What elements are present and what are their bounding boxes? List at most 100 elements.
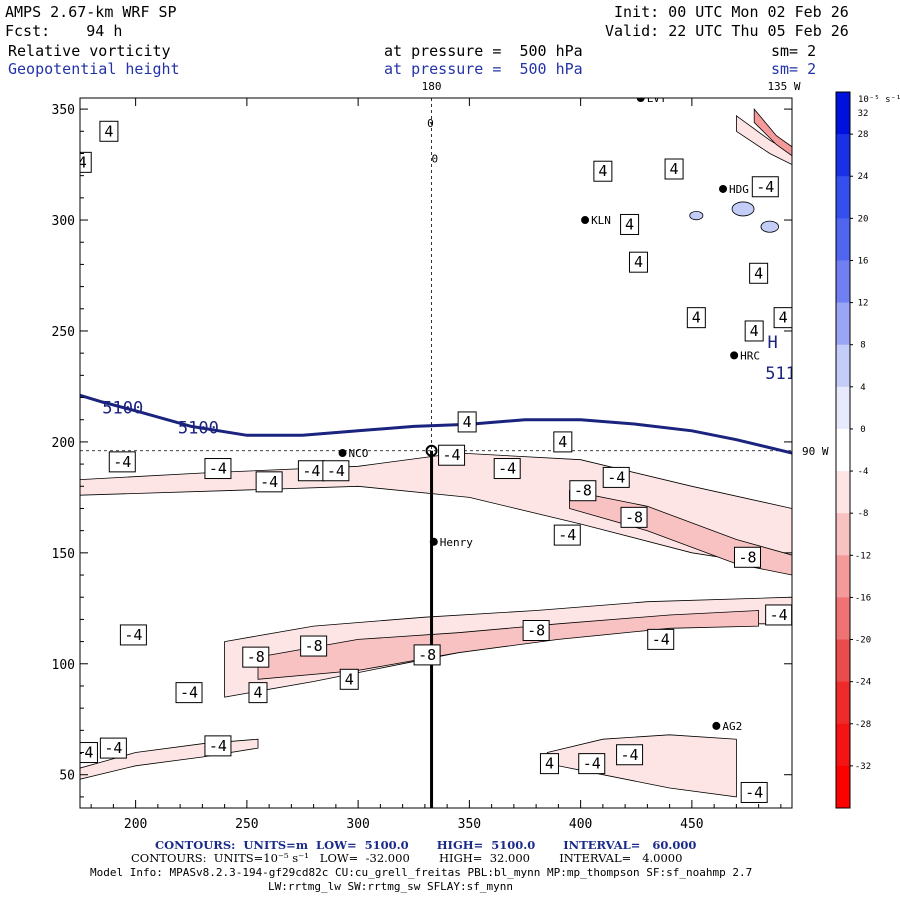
vorticity-contour-label: -4 xyxy=(297,460,325,482)
contour-label-box xyxy=(773,307,792,329)
colorbar-swatch xyxy=(836,386,850,430)
contour-label-box xyxy=(522,620,550,641)
contour-label-box xyxy=(339,668,359,690)
contour-label-box xyxy=(734,546,761,568)
contour-label-text: 4 xyxy=(345,670,354,688)
contour-label-box xyxy=(751,176,779,198)
contour-label-text: -4 xyxy=(180,684,198,702)
station-label: HRC xyxy=(740,349,760,362)
contour-label-text: 4 xyxy=(463,413,472,431)
vorticity-contour-label: -8 xyxy=(620,506,648,528)
colorbar-tick-label: 16 xyxy=(858,256,869,266)
contour-label-text: -4 xyxy=(558,526,576,544)
colorbar-tick-label: -12 xyxy=(855,551,871,561)
station-marker: Henry xyxy=(429,536,473,549)
colorbar-tick-label: -24 xyxy=(855,678,871,688)
contour-label-box xyxy=(438,444,466,466)
vorticity-contour-label: -4 xyxy=(740,781,768,803)
negative-vorticity-band xyxy=(546,734,737,798)
y-tick-label: 350 xyxy=(52,103,75,118)
colorbar-swatch xyxy=(836,218,850,261)
contour-label-box xyxy=(749,262,769,284)
colorbar-swatch xyxy=(836,639,850,683)
contour-label-text: -8 xyxy=(738,548,756,566)
vorticity-contour-label: -4 xyxy=(616,744,644,766)
geopotential-5100-contour xyxy=(80,393,792,455)
colorbar-swatch xyxy=(836,134,850,177)
zero-contour-mark: 0 xyxy=(432,152,439,165)
vorticity-contour-label: 4 xyxy=(664,158,684,180)
vorticity-contour-label: -4 xyxy=(553,524,581,546)
model-title: AMPS 2.67-km WRF SP xyxy=(5,3,177,21)
colorbar-tick-label: 32 xyxy=(858,109,869,119)
station-dot xyxy=(338,449,347,457)
vorticity-contour-label: -4 xyxy=(438,444,466,466)
vorticity-contour-label: -4 xyxy=(578,753,606,775)
top-annotation-135w: 135 W xyxy=(767,80,800,93)
contour-label-box xyxy=(628,251,648,273)
contour-label-text: 4 xyxy=(545,755,554,773)
positive-vorticity-blob xyxy=(731,201,755,217)
contour-label-box xyxy=(80,151,92,173)
colorbar-swatch xyxy=(836,597,850,641)
colorbar-swatch xyxy=(836,765,850,809)
field1-level: at pressure = 500 hPa xyxy=(384,42,583,60)
colorbar: 10⁻⁵ s⁻¹ 28 24 20 16 12 8 4 0 -4 -8 -12 -16 -20 -24 -28… xyxy=(835,91,900,809)
colorbar-tick-label: 28 xyxy=(858,130,869,140)
valid-time: Valid: 22 UTC Thu 05 Feb 26 xyxy=(605,22,849,40)
vorticity-contour-label: -8 xyxy=(734,546,761,568)
contour-label-text: -4 xyxy=(209,737,227,755)
contour-label-text: -8 xyxy=(247,648,265,666)
contour-label-text: -4 xyxy=(327,462,345,480)
contour-label-text: -4 xyxy=(260,473,278,491)
contour-label-box xyxy=(322,460,350,482)
colorbar-tick-label: 4 xyxy=(860,383,865,393)
colorbar-swatch xyxy=(836,344,850,388)
station-dot xyxy=(636,98,645,102)
init-time: Init: 00 UTC Mon 02 Feb 26 xyxy=(614,3,849,21)
station-marker: HDG xyxy=(719,183,749,196)
colorbar-swatch xyxy=(836,302,850,346)
y-tick-label: 50 xyxy=(59,769,75,784)
contour-label-text: -4 xyxy=(770,606,788,624)
station-label: NCO xyxy=(349,447,369,460)
field2-name: Geopotential height xyxy=(8,60,180,78)
vorticity-contour-label: -4 xyxy=(322,460,350,482)
contour-label-text: 4 xyxy=(558,433,567,451)
station-dot xyxy=(712,721,721,730)
contour-label-text: 4 xyxy=(253,684,262,702)
contour-label-text: -4 xyxy=(621,746,639,764)
vorticity-contour-label: -4 xyxy=(255,471,283,493)
contour-label-box xyxy=(493,458,521,480)
contour-label-box xyxy=(80,742,98,764)
vorticity-contour-label: -4 xyxy=(751,176,779,198)
y-tick-label: 100 xyxy=(52,658,75,673)
vorticity-contour-label: 4 xyxy=(686,307,706,329)
contour-label-text: -8 xyxy=(574,482,592,500)
vorticity-contour-label: 4 xyxy=(628,251,648,273)
negative-vorticity-band xyxy=(753,107,792,157)
contour-label-box xyxy=(744,320,764,342)
contour-label-text: 4 xyxy=(779,309,788,327)
station-dot xyxy=(429,537,438,546)
vorticity-contour-label: 4 xyxy=(99,120,119,142)
x-tick-label: 250 xyxy=(235,817,258,832)
contour-label-text: -8 xyxy=(418,646,436,664)
vorticity-contour-label: -4 xyxy=(119,624,147,646)
contour-label-box xyxy=(647,628,675,650)
colorbar-tick-label: -28 xyxy=(855,720,871,730)
vorticity-contour-label: 4 xyxy=(457,411,477,433)
contour-label-box xyxy=(99,120,119,142)
section-origin-marker xyxy=(425,444,438,457)
colorbar-tick-label: -8 xyxy=(858,509,869,519)
contour-label-text: -4 xyxy=(75,744,93,762)
station-marker: NCO xyxy=(338,447,369,460)
y-tick-label: 250 xyxy=(52,325,75,340)
contour-label-box xyxy=(553,524,581,546)
height-extremum-label: 511 xyxy=(765,364,796,384)
y-tick-label: 200 xyxy=(52,436,75,451)
contour-label-text: -8 xyxy=(625,508,643,526)
